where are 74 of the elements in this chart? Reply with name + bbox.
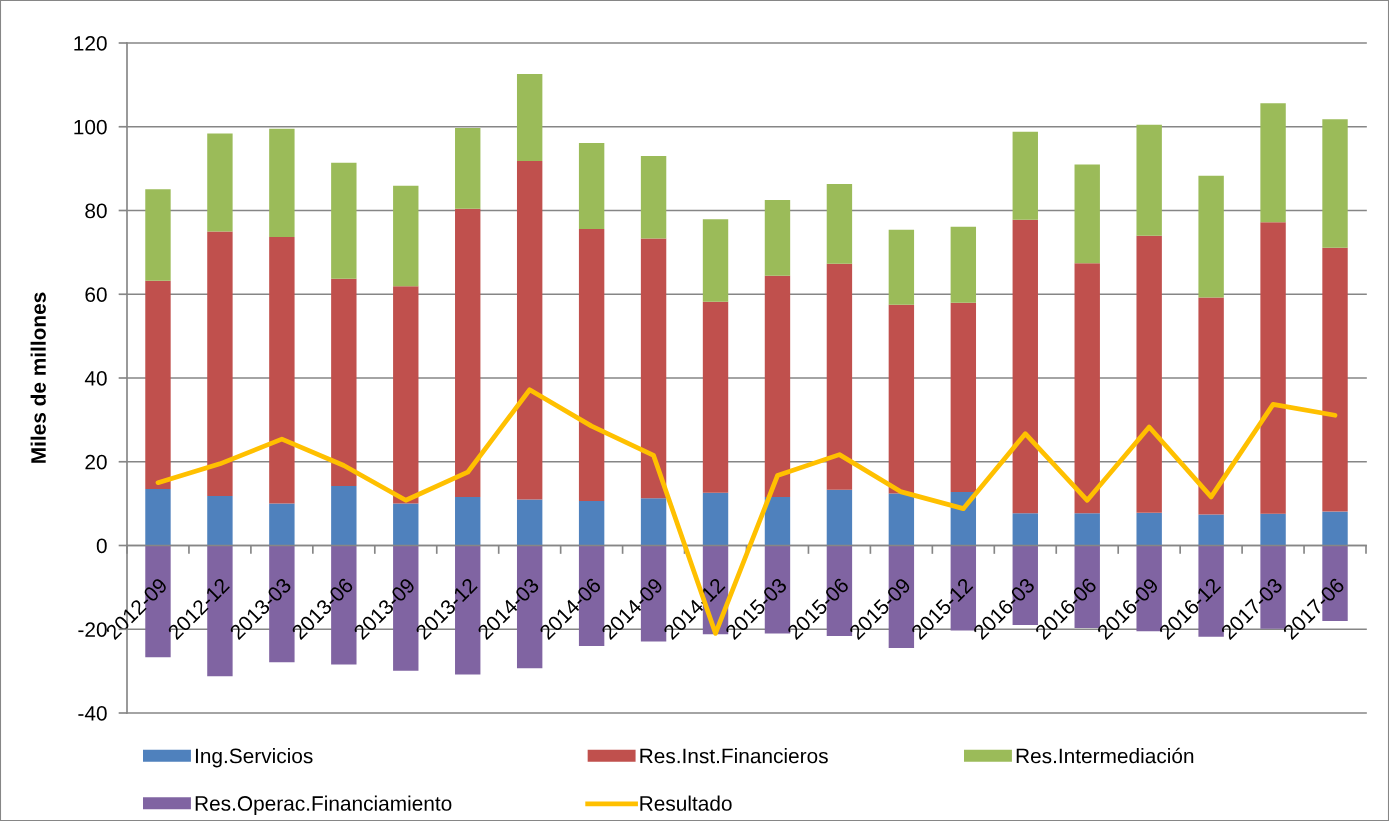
bar: [640, 238, 667, 499]
bar: [393, 286, 419, 504]
bar: [1136, 512, 1162, 546]
bar: [1322, 511, 1348, 546]
bar: [516, 499, 543, 546]
bar: [1012, 131, 1038, 220]
bar: [207, 496, 233, 546]
bar: [455, 208, 481, 497]
bar: [888, 304, 915, 494]
bar: [950, 302, 977, 492]
y-tick-label: 20: [85, 454, 107, 470]
y-tick-label: -40: [78, 706, 107, 721]
bar: [1322, 119, 1348, 248]
bar: [145, 189, 171, 281]
bar: [207, 133, 233, 232]
bar: [331, 486, 357, 546]
y-tick-label: 120: [74, 36, 107, 51]
legend-label: Resultado: [640, 795, 732, 811]
bar: [950, 226, 977, 303]
bar: [1260, 222, 1286, 514]
y-axis-title: Miles de millones: [30, 292, 46, 463]
bar: [269, 128, 295, 237]
y-tick-label: 40: [84, 371, 107, 386]
y-tick-label: 0: [96, 538, 107, 554]
bar: [1136, 124, 1162, 236]
bar: [1012, 219, 1038, 514]
bar: [640, 156, 667, 239]
bar: [826, 489, 853, 546]
bar: [331, 278, 357, 487]
bar: [1074, 513, 1100, 546]
bar: [578, 143, 605, 229]
bar: [1198, 297, 1224, 515]
bar: [1260, 103, 1286, 223]
bar: [578, 501, 605, 546]
bar: [1198, 514, 1224, 546]
y-tick-label: -20: [78, 622, 107, 637]
legend-label: Ing.Servicios: [195, 748, 313, 768]
bar: [640, 498, 667, 546]
y-tick-label: 60: [85, 287, 107, 302]
bar: [1260, 513, 1286, 546]
bar: [331, 162, 357, 279]
legend-label: Res.Intermediación: [1016, 747, 1194, 764]
bar: [888, 493, 915, 546]
bar: [1074, 164, 1100, 264]
bar: [1012, 513, 1038, 546]
bar: [269, 503, 295, 546]
bar: [145, 280, 171, 489]
bar: [702, 492, 729, 546]
bar: [1198, 175, 1224, 298]
y-tick-label: 80: [85, 203, 107, 219]
bar: [516, 161, 543, 500]
bar: [764, 275, 791, 497]
bar: [269, 236, 295, 504]
bar: [702, 301, 729, 493]
legend-label: Res.Inst.Financieros: [640, 748, 828, 764]
bar: [764, 200, 791, 276]
bar: [1074, 263, 1100, 514]
bar: [826, 263, 853, 490]
bar: [207, 231, 233, 497]
bar: [393, 503, 419, 546]
bar: [1322, 247, 1348, 512]
bar: [455, 496, 481, 546]
bar: [764, 496, 791, 546]
bar: [826, 184, 853, 264]
bar: [455, 128, 481, 209]
bar: [516, 73, 543, 162]
y-tick-label: 100: [74, 119, 107, 135]
bar: [888, 229, 915, 305]
bar: [145, 488, 171, 546]
bar: [1136, 235, 1162, 513]
bar: [393, 185, 419, 287]
bar: [702, 219, 729, 302]
legend-label: Res.Operac.Financiamiento: [195, 795, 452, 815]
bar: [578, 228, 605, 502]
